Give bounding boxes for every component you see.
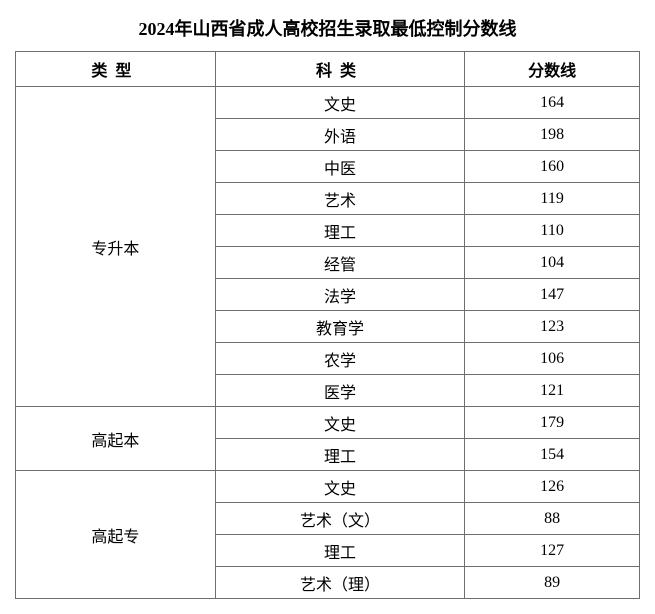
cell-type: 高起专 [16,471,216,599]
cell-score: 110 [465,215,640,247]
cell-category: 外语 [215,119,465,151]
cell-score: 147 [465,279,640,311]
cell-score: 198 [465,119,640,151]
cell-category: 教育学 [215,311,465,343]
cell-category: 艺术（文） [215,503,465,535]
cell-category: 法学 [215,279,465,311]
cell-category: 理工 [215,535,465,567]
cell-score: 121 [465,375,640,407]
table-header-row: 类型 科类 分数线 [16,52,640,87]
cell-category: 农学 [215,343,465,375]
cell-score: 127 [465,535,640,567]
cell-category: 中医 [215,151,465,183]
table-row: 专升本文史164 [16,87,640,119]
cell-category: 理工 [215,439,465,471]
cell-score: 104 [465,247,640,279]
header-category: 科类 [215,52,465,87]
cell-category: 艺术 [215,183,465,215]
header-score: 分数线 [465,52,640,87]
cell-score: 164 [465,87,640,119]
cell-type: 专升本 [16,87,216,407]
cell-category: 医学 [215,375,465,407]
cell-score: 126 [465,471,640,503]
header-type: 类型 [16,52,216,87]
cell-score: 106 [465,343,640,375]
table-row: 高起本文史179 [16,407,640,439]
cell-category: 文史 [215,87,465,119]
cell-score: 179 [465,407,640,439]
cell-score: 154 [465,439,640,471]
cell-score: 88 [465,503,640,535]
cell-score: 123 [465,311,640,343]
cell-score: 119 [465,183,640,215]
table-body: 专升本文史164外语198中医160艺术119理工110经管104法学147教育… [16,87,640,599]
cell-category: 文史 [215,471,465,503]
page-title: 2024年山西省成人高校招生录取最低控制分数线 [15,15,640,41]
cell-type: 高起本 [16,407,216,471]
table-row: 高起专文史126 [16,471,640,503]
cell-category: 理工 [215,215,465,247]
cell-category: 文史 [215,407,465,439]
cell-category: 艺术（理） [215,567,465,599]
cell-category: 经管 [215,247,465,279]
score-table: 类型 科类 分数线 专升本文史164外语198中医160艺术119理工110经管… [15,51,640,599]
cell-score: 89 [465,567,640,599]
cell-score: 160 [465,151,640,183]
